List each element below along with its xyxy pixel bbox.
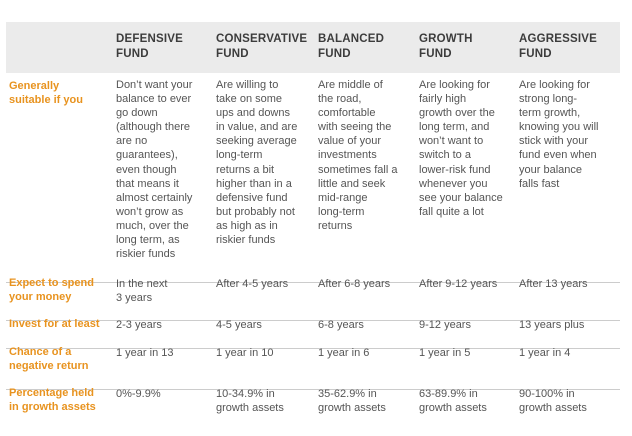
cell-aggressive-percentage: 90-100% in growth assets [519,388,587,415]
cell-aggressive-suitable: Are looking for strong long- term growth… [519,79,599,190]
row-label-percentage-growth-assets: Percentage held in growth assets [9,387,96,413]
cell-growth-invest: 9-12 years [419,319,471,331]
row-percentage-growth-assets: Percentage held in growth assets 0%-9.9%… [6,387,620,430]
row-label-generally-suitable: Generally suitable if you [9,80,83,106]
fund-comparison-table: DEFENSIVE FUND CONSERVATIVE FUND BALANCE… [6,22,620,414]
cell-conservative-percentage: 10-34.9% in growth assets [216,388,284,415]
cell-aggressive-spend: After 13 years [519,278,588,290]
cell-conservative-suitable: Are willing to take on some ups and down… [216,79,298,247]
cell-balanced-percentage: 35-62.9% in growth assets [318,388,386,415]
cell-balanced-spend: After 6-8 years [318,278,391,290]
header-balanced-fund: BALANCED FUND [318,33,385,60]
cell-defensive-suitable: Don’t want your balance to ever go down … [116,79,193,261]
cell-growth-suitable: Are looking for fairly high growth over … [419,79,503,218]
header-defensive-fund: DEFENSIVE FUND [116,33,183,60]
header-growth-fund: GROWTH FUND [419,33,473,60]
row-generally-suitable: Generally suitable if you Don’t want you… [6,73,620,283]
cell-conservative-invest: 4-5 years [216,319,262,331]
row-invest-for-at-least: Invest for at least 2-3 years 4-5 years … [6,318,620,349]
cell-conservative-chance: 1 year in 10 [216,347,274,359]
cell-defensive-invest: 2-3 years [116,319,162,331]
row-chance-negative-return: Chance of a negative return 1 year in 13… [6,346,620,390]
cell-growth-chance: 1 year in 5 [419,347,471,359]
cell-balanced-invest: 6-8 years [318,319,364,331]
row-label-chance-negative-return: Chance of a negative return [9,346,89,372]
cell-balanced-chance: 1 year in 6 [318,347,370,359]
cell-aggressive-invest: 13 years plus [519,319,585,331]
header-conservative-fund: CONSERVATIVE FUND [216,33,308,60]
row-label-invest-for-at-least: Invest for at least [9,318,100,330]
header-aggressive-fund: AGGRESSIVE FUND [519,33,598,60]
table-header-row: DEFENSIVE FUND CONSERVATIVE FUND BALANCE… [6,22,620,73]
cell-balanced-suitable: Are middle of the road, comfortable with… [318,79,398,232]
row-expect-to-spend: Expect to spend your money In the next 3… [6,277,620,321]
cell-defensive-percentage: 0%-9.9% [116,388,161,400]
cell-conservative-spend: After 4-5 years [216,278,289,290]
cell-growth-spend: After 9-12 years [419,278,498,290]
cell-defensive-chance: 1 year in 13 [116,347,174,359]
row-label-expect-to-spend: Expect to spend your money [9,277,94,303]
cell-defensive-spend: In the next 3 years [116,278,168,305]
cell-growth-percentage: 63-89.9% in growth assets [419,388,487,415]
cell-aggressive-chance: 1 year in 4 [519,347,571,359]
